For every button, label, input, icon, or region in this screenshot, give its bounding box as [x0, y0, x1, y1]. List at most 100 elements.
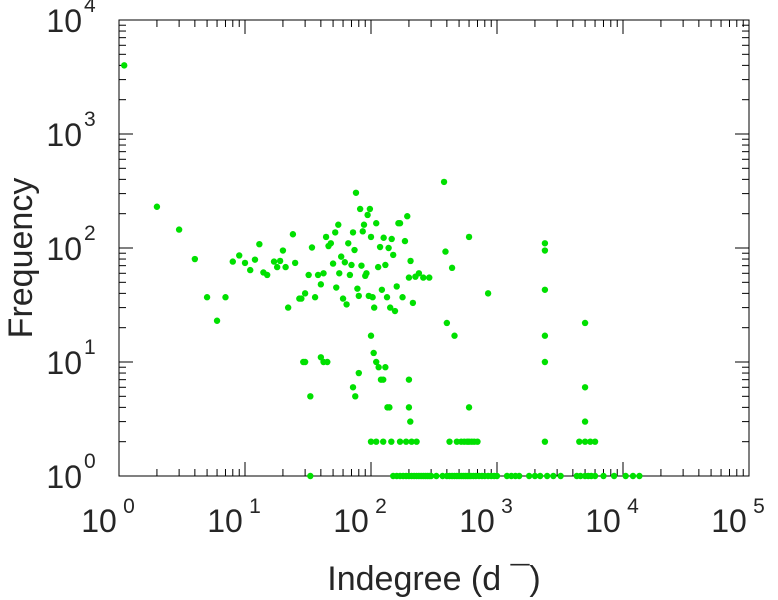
data-point: [386, 404, 393, 411]
data-point: [236, 252, 243, 259]
data-point: [385, 244, 392, 252]
data-point: [359, 228, 366, 235]
data-point: [581, 418, 589, 425]
data-point: [391, 307, 399, 315]
data-point: [366, 205, 374, 213]
data-point: [241, 259, 249, 267]
y-tick-exponent: 1: [84, 336, 96, 359]
data-point: [587, 438, 594, 445]
data-point: [369, 294, 376, 301]
data-point: [307, 393, 314, 400]
data-point: [358, 262, 365, 269]
data-point: [307, 472, 314, 480]
data-point: [409, 299, 417, 307]
data-point: [317, 354, 325, 361]
data-point: [383, 294, 391, 301]
data-point: [402, 438, 410, 445]
data-point: [354, 285, 361, 292]
data-point: [433, 472, 440, 480]
x-tick-labels: 10 0 10 1 10 2 10 3 10 4 10 5: [81, 495, 765, 539]
data-point: [301, 358, 309, 366]
data-point: [337, 253, 345, 260]
data-point: [503, 472, 511, 480]
data-point: [388, 438, 395, 445]
data-point: [407, 257, 414, 265]
data-point: [370, 304, 378, 311]
data-point: [251, 256, 259, 263]
data-point: [247, 266, 254, 274]
data-point: [396, 438, 404, 445]
data-point: [301, 290, 309, 297]
data-point: [629, 472, 637, 480]
data-point: [175, 226, 183, 233]
data-point: [339, 295, 347, 302]
x-tick-label: 10: [459, 503, 495, 539]
data-point: [388, 235, 395, 243]
data-point: [345, 240, 352, 247]
data-point: [329, 260, 337, 267]
data-point: [336, 270, 343, 277]
data-point: [355, 292, 362, 300]
y-tick-label: 10: [46, 3, 82, 39]
data-point: [378, 286, 386, 293]
data-point: [405, 376, 413, 383]
x-tick-label: 10: [81, 503, 117, 539]
x-tick-exponent: 5: [753, 495, 765, 518]
data-point: [442, 248, 449, 255]
data-point: [484, 290, 492, 297]
data-point: [352, 393, 359, 400]
data-point: [465, 233, 473, 241]
plot-frame: [118, 19, 750, 477]
data-point: [382, 364, 389, 371]
data-point: [474, 438, 481, 445]
data-point: [541, 286, 549, 293]
data-point: [515, 472, 523, 480]
data-point: [153, 203, 161, 210]
data-point: [405, 274, 413, 281]
data-point: [284, 304, 292, 311]
x-tick-exponent: 2: [375, 495, 387, 518]
data-points: [121, 62, 643, 480]
data-point: [360, 221, 368, 228]
data-point: [420, 274, 427, 281]
data-point: [622, 472, 629, 480]
data-point: [576, 438, 583, 445]
data-point: [427, 472, 435, 480]
data-point: [373, 438, 380, 445]
x-tick-exponent: 0: [123, 495, 135, 518]
data-point: [324, 358, 331, 366]
y-tick-exponent: 3: [84, 108, 96, 131]
data-point: [541, 247, 549, 254]
data-point: [291, 259, 299, 267]
x-tick-label: 10: [711, 503, 747, 539]
data-point: [322, 233, 330, 241]
data-point: [393, 283, 400, 290]
data-point: [213, 317, 221, 324]
data-point: [389, 251, 397, 259]
x-tick-exponent: 1: [249, 495, 261, 518]
data-point: [541, 240, 549, 247]
y-tick-label: 10: [46, 117, 82, 153]
data-point: [191, 255, 199, 263]
data-point: [351, 246, 358, 254]
data-point: [415, 270, 423, 277]
data-point: [536, 472, 544, 480]
data-point: [581, 384, 589, 391]
data-point: [374, 263, 382, 271]
data-point: [375, 364, 382, 371]
x-tick-exponent: 4: [627, 495, 639, 518]
data-point: [317, 281, 325, 288]
y-tick-label: 10: [46, 459, 82, 495]
data-point: [404, 213, 411, 220]
data-point: [600, 472, 607, 480]
x-tick-exponent: 3: [501, 495, 513, 518]
y-axis-label: Frequency: [2, 178, 40, 339]
data-point: [363, 270, 370, 277]
data-point: [399, 294, 406, 301]
data-point: [550, 472, 557, 480]
data-point: [440, 178, 448, 186]
data-point: [327, 240, 335, 247]
data-point: [407, 418, 414, 425]
data-point: [591, 438, 599, 445]
